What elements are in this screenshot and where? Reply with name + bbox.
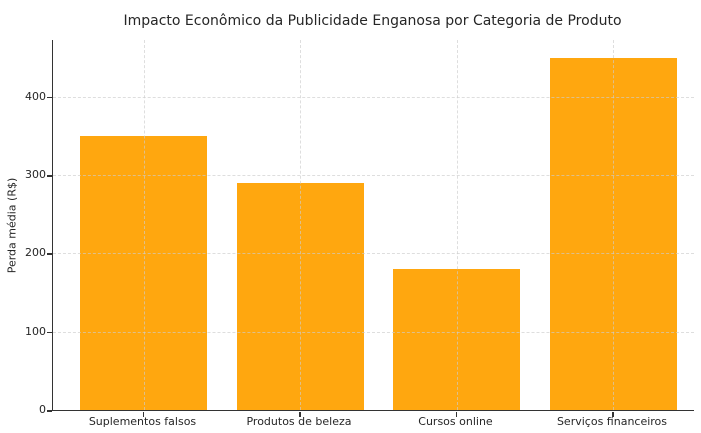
gridline-y-100 (53, 331, 694, 333)
y-tick-mark-400 (47, 96, 52, 99)
gridline-x-cursos-online (456, 40, 458, 410)
y-tick-label-200: 200 (25, 246, 46, 260)
x-tick-mark-suplementos-falsos (142, 411, 144, 417)
gridline-y-400 (53, 96, 694, 98)
plot-area (52, 40, 694, 411)
y-tick-mark-200 (47, 253, 52, 255)
y-tick-label-0: 0 (39, 403, 46, 416)
y-tick-mark-300 (47, 175, 52, 177)
y-tick-mark-100 (47, 331, 52, 334)
gridline-y-200 (53, 253, 694, 255)
y-tick-mark-0 (47, 410, 52, 412)
gridline-x-suplementos-falsos (143, 40, 145, 410)
x-tick-mark-cursos-online (455, 411, 457, 417)
y-tick-label-100: 100 (25, 324, 46, 338)
x-tick-mark-servicos-financeiros (612, 411, 614, 417)
x-tick-label-suplementos-falsos: Suplementos falsos (88, 415, 197, 428)
gridline-y-300 (53, 175, 694, 177)
x-tick-label-produtos-de-beleza: Produtos de beleza (246, 415, 352, 428)
y-tick-label-400: 400 (25, 89, 46, 103)
chart-title: Impacto Econômico da Publicidade Enganos… (123, 13, 622, 29)
x-tick-label-cursos-online: Cursos online (418, 415, 493, 428)
y-tick-label-300: 300 (25, 168, 46, 182)
gridline-x-servicos-financeiros (613, 40, 614, 410)
x-tick-label-servicos-financeiros: Serviços financeiros (556, 415, 668, 428)
x-tick-mark-produtos-de-beleza (299, 411, 301, 417)
gridline-x-produtos-de-beleza (300, 40, 301, 410)
